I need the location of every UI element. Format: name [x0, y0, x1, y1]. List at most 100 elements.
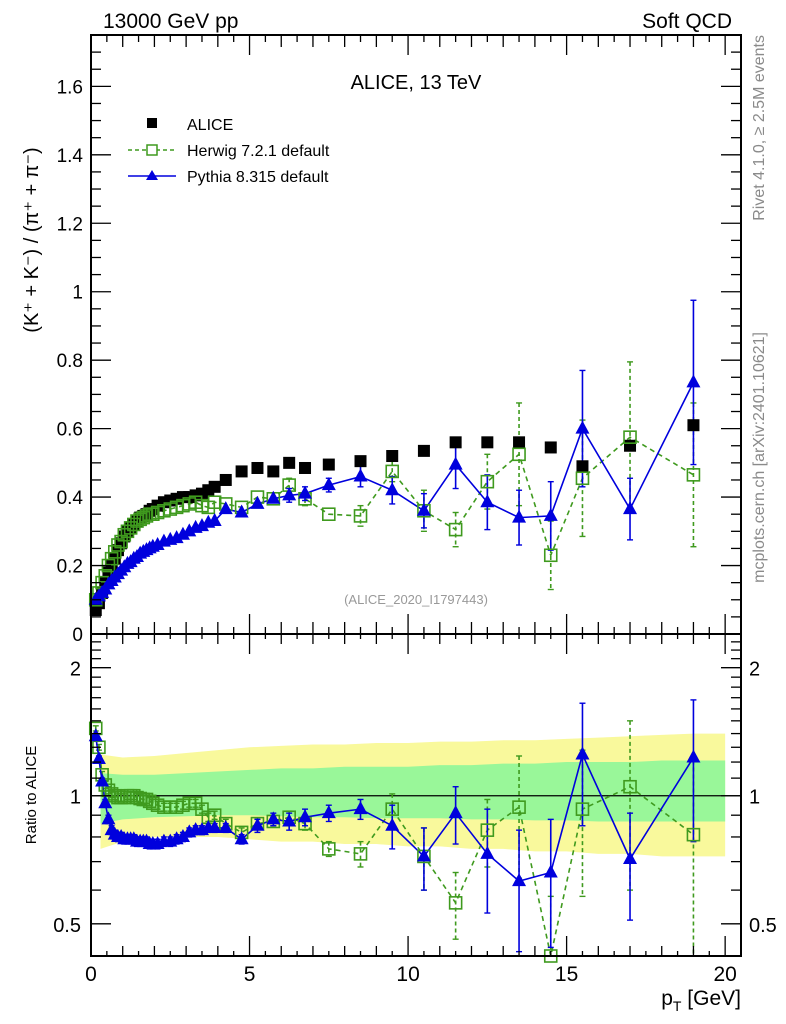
- y-tick-label: 0.6: [57, 420, 83, 441]
- pythia-point: [182, 523, 197, 537]
- x-tick-label: 5: [244, 963, 256, 986]
- herwig-point: [480, 474, 495, 489]
- alice-point: [417, 444, 430, 457]
- ratio-panel: 0.5 0.51 12 20 5 10 15 20 Ratio to ALICE: [23, 633, 777, 986]
- legend-label-herwig: Herwig 7.2.1 default: [187, 143, 330, 160]
- herwig-point: [146, 796, 160, 811]
- pythia-point: [194, 518, 209, 532]
- herwig-point: [448, 522, 463, 537]
- alice-point: [251, 461, 264, 474]
- pythia-point: [298, 485, 313, 499]
- x-axis-label-unit: [GeV]: [681, 987, 741, 1010]
- pythia-point: [543, 864, 558, 878]
- ratio-y-tick-label-right: 1: [749, 787, 760, 809]
- pythia-point: [250, 495, 265, 509]
- herwig-point: [385, 464, 400, 479]
- herwig-point: [512, 800, 526, 814]
- x-tick-label: 10: [396, 963, 419, 986]
- pythia-point: [150, 537, 165, 551]
- herwig-point: [686, 827, 701, 842]
- x-axis-label: pT [GeV]: [661, 987, 741, 1014]
- pythia-point: [234, 831, 249, 845]
- alice-point: [354, 455, 367, 468]
- pythia-point: [321, 805, 336, 819]
- herwig-point: [353, 847, 368, 861]
- main-title: ALICE, 13 TeV: [351, 72, 482, 94]
- herwig-point: [322, 842, 336, 856]
- pythia-point: [512, 509, 527, 523]
- ratio-plot-frame: [90, 633, 742, 957]
- pythia-point: [218, 501, 233, 515]
- y-tick-label: 0.8: [57, 351, 83, 372]
- pythia-point: [298, 809, 313, 823]
- ratio-y-tick-label-right: 2: [749, 659, 760, 681]
- pythia-point: [175, 828, 190, 842]
- pythia-point: [91, 750, 106, 764]
- herwig-point: [480, 823, 495, 837]
- x-tick-label: 15: [555, 963, 578, 986]
- pythia-point: [448, 456, 463, 470]
- series-line: [94, 728, 694, 957]
- herwig-point: [104, 551, 119, 566]
- pythia-point: [282, 487, 297, 501]
- series-line: [95, 436, 694, 601]
- pythia-point: [686, 749, 701, 763]
- alice-point: [299, 461, 312, 474]
- herwig-point: [142, 794, 157, 809]
- y-tick-label: 0.2: [57, 557, 83, 578]
- legend-marker-herwig: [146, 144, 158, 156]
- ratio-band-inner: [100, 760, 726, 824]
- ratio-y-axis-label: Ratio to ALICE: [23, 746, 40, 844]
- pythia-point: [250, 817, 265, 831]
- herwig-point: [353, 509, 368, 523]
- pythia-point: [353, 468, 368, 482]
- herwig-point: [385, 802, 400, 816]
- pythia-point: [686, 374, 701, 388]
- herwig-point: [686, 468, 701, 482]
- y-tick-label: 1.2: [57, 214, 83, 235]
- pythia-point: [448, 805, 463, 819]
- alice-point: [624, 439, 637, 452]
- legend-label-alice: ALICE: [187, 117, 233, 134]
- x-axis-label-subscript: T: [673, 998, 682, 1014]
- herwig-point: [448, 896, 463, 910]
- main-y-axis-label: (K⁺ + K⁻) / (π⁺ + π⁻): [21, 147, 43, 332]
- pythia-point: [234, 504, 249, 518]
- pythia-point: [623, 501, 638, 515]
- alice-point: [219, 473, 232, 486]
- alice-point: [235, 465, 248, 478]
- alice-point: [283, 456, 296, 469]
- header-left: 13000 GeV pp: [103, 10, 238, 33]
- y-tick-label: 0: [72, 625, 83, 646]
- herwig-point: [322, 507, 336, 522]
- pythia-point: [575, 420, 590, 434]
- x-tick-label: 0: [85, 963, 97, 986]
- herwig-point: [623, 430, 637, 444]
- pythia-point: [575, 746, 590, 760]
- pythia-point: [543, 507, 558, 521]
- pythia-point: [385, 817, 400, 831]
- alice-point: [576, 460, 589, 473]
- pythia-point: [207, 513, 222, 527]
- pythia-point: [88, 728, 103, 742]
- herwig-point: [512, 447, 526, 462]
- pythia-point: [101, 811, 116, 825]
- header-right: Soft QCD: [642, 10, 732, 33]
- pythia-point: [416, 502, 431, 516]
- ratio-y-tick-label: 0.5: [53, 915, 81, 937]
- pythia-point: [480, 494, 495, 508]
- rivet-version-label: Rivet 4.1.0, ≥ 2.5M events: [751, 35, 768, 221]
- herwig-point: [575, 802, 590, 816]
- pythia-point: [623, 851, 638, 865]
- legend: ALICE Herwig 7.2.1 default Pythia 8.315 …: [128, 117, 330, 186]
- alice-point: [267, 465, 280, 478]
- ratio-y-tick-label: 2: [70, 659, 81, 681]
- legend-marker-pythia: [146, 170, 158, 180]
- pythia-point: [282, 813, 297, 827]
- pythia-point: [512, 873, 527, 887]
- alice-point: [544, 441, 557, 454]
- herwig-point: [146, 507, 160, 522]
- ratio-y-tick-label: 1: [70, 787, 81, 809]
- pythia-point: [266, 490, 281, 504]
- alice-point: [208, 480, 221, 493]
